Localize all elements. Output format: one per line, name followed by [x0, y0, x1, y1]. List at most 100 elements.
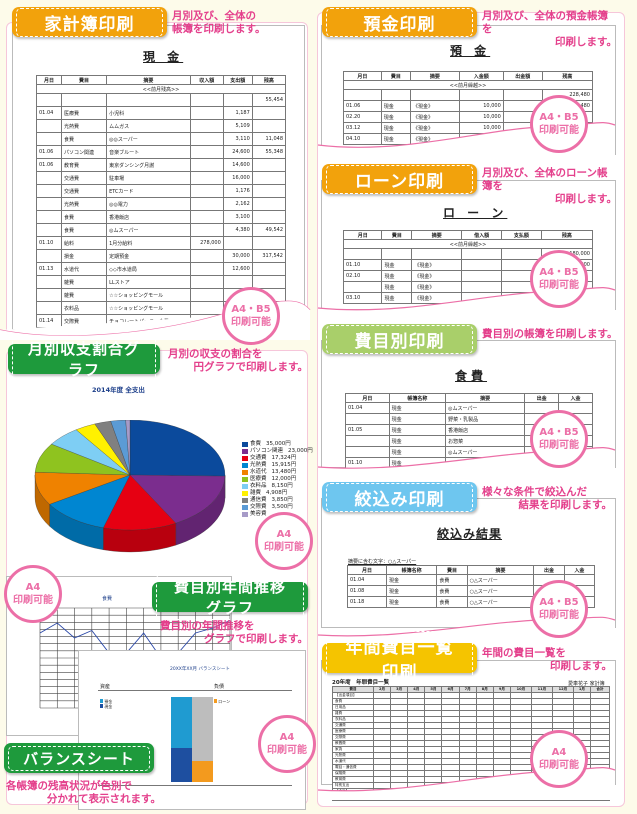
legend-item: 交際費 3,500円 — [242, 504, 313, 511]
kakeibo-title: 現 金 — [143, 50, 184, 64]
table-cell: 03.10 — [342, 292, 383, 304]
column-header: 摘要 — [411, 230, 463, 240]
balance-sheet: 20XX年XX月 バランスシート 資産 負債 預金 現金 ローン — [78, 650, 306, 810]
table-cell — [36, 171, 62, 185]
table-cell — [251, 171, 287, 185]
himoku-title: 食費 — [455, 369, 488, 383]
legend-swatch — [242, 512, 248, 517]
series-line — [39, 620, 231, 659]
table-cell — [222, 93, 253, 107]
column-header: 入金額 — [458, 71, 504, 81]
legend-swatch — [242, 463, 248, 468]
table-cell: 11,048 — [251, 132, 287, 146]
column-header: 費目 — [381, 230, 413, 240]
table-row: 雑費 LLストア — [36, 275, 287, 289]
legend-item: 美容費 — [242, 511, 313, 518]
table-cell — [411, 248, 463, 260]
table-row: 損金 定期預金 30,000 317,542 — [36, 249, 287, 263]
balance-bars — [171, 697, 213, 782]
assets-bar — [171, 697, 192, 782]
legend-swatch — [242, 442, 248, 447]
column-header: 出金 — [524, 393, 560, 403]
table-cell — [342, 248, 383, 260]
table-cell — [251, 184, 287, 198]
table-cell: 2,162 — [222, 197, 253, 211]
table-cell: 現金 — [381, 259, 413, 271]
column-header: 月日 — [342, 230, 383, 240]
table-row: 01.06 パソコン関連 音楽ブルート 24,600 55,348 — [36, 145, 287, 159]
loan-title: ロ ー ン — [443, 206, 508, 220]
column-header: 残高 — [540, 230, 594, 240]
table-cell: 30,000 — [222, 249, 253, 263]
pie-slice-パソコン関連 — [129, 474, 226, 524]
legend-item: 交通費 17,324円 — [242, 455, 313, 462]
balance-title: 20XX年XX月 バランスシート — [170, 667, 230, 672]
pie-graph-label: 月別収支割合グラフ — [8, 336, 160, 382]
line-desc: 費目別の年間推移を グラフで印刷します。 — [160, 620, 308, 645]
table-cell — [36, 197, 62, 211]
table-row: 55,454 — [36, 93, 287, 107]
table-cell: 食費 — [60, 210, 108, 224]
carry-row: <<前月繰越>> — [343, 80, 593, 90]
table-cell — [458, 89, 504, 101]
table-cell — [36, 223, 62, 237]
table-cell — [189, 210, 224, 224]
table-cell: 《現金》 — [411, 292, 463, 304]
legend-item: 医療費 12,000円 — [242, 476, 313, 483]
line-badge-top: A4 印刷可能 — [4, 565, 62, 623]
column-header: 支出額 — [222, 75, 253, 85]
table-cell: ◎◎電力 — [106, 197, 191, 211]
line-chart-title: 食費 — [102, 596, 113, 602]
table-row: 01.13 水道代 ◇◇市水道局 12,600 — [36, 262, 287, 276]
table-cell: 317,542 — [251, 249, 287, 263]
carry-row: <<前月残高>> — [36, 84, 286, 94]
table-cell — [461, 248, 502, 260]
column-header: 費目 — [436, 565, 468, 575]
table-cell — [380, 89, 412, 101]
legend-swatch — [242, 484, 248, 489]
liabilities-bar — [192, 697, 213, 782]
table-cell: 現金 — [381, 292, 413, 304]
table-cell — [343, 89, 382, 101]
pie-desc: 月別の収支の割合を 円グラフで印刷します。 — [168, 348, 308, 373]
pie-chart — [34, 420, 226, 553]
table-row: 01.04 現金 ◎ムスーパー — [345, 402, 593, 414]
column-header: 残高 — [541, 71, 594, 81]
table-cell: 3,100 — [222, 210, 253, 224]
column-header: 出金 — [533, 565, 565, 575]
nenkan-heading: 20年度 年間費目一覧 — [332, 680, 390, 686]
pie-chart-title: 2014年度 全支出 — [92, 386, 145, 394]
shibori-desc: 様々な条件で絞込んだ 結果を印刷します。 — [482, 486, 612, 511]
table-cell: 01.18 — [347, 596, 387, 608]
table-cell: ◇◇市水道局 — [106, 262, 191, 276]
table-cell: ◎ムスーパー — [106, 223, 191, 237]
kakeibo-desc: 月別及び、全体の 帳簿を印刷します。 — [172, 10, 266, 35]
legend-swatch — [242, 470, 248, 475]
table-cell — [222, 236, 253, 250]
table-cell: 食費 — [436, 596, 468, 608]
column-header: 出金額 — [502, 71, 543, 81]
table-cell — [36, 184, 62, 198]
table-cell: 現金 — [380, 133, 412, 145]
table-cell — [189, 223, 224, 237]
table-cell: 現金 — [388, 413, 447, 425]
header-row: 月日 費目 摘要 入金額 出金額 残高 — [343, 71, 594, 81]
table-cell: ○△スーパー — [466, 585, 535, 597]
legend-swatch — [242, 491, 248, 496]
table-cell: 現金 — [385, 574, 438, 586]
table-cell: 14,600 — [222, 158, 253, 172]
header-row: 月日 帳簿名称 摘要 出金 入金 — [345, 393, 593, 403]
column-header: 月日 — [345, 393, 390, 403]
column-header: 残高 — [251, 75, 287, 85]
table-cell — [251, 197, 287, 211]
yokin-desc: 月別及び、全体の預金帳簿を 印刷します。 — [482, 10, 617, 48]
table-cell: 野菜・乳製品 — [445, 413, 526, 425]
legend-item: パソコン関連 23,000円 — [242, 448, 313, 455]
yokin-badge: A4・B5 印刷可能 — [530, 95, 588, 153]
table-cell: 01.04 — [347, 574, 387, 586]
table-row: 光熱費 ◎◎電力 2,162 — [36, 197, 287, 211]
table-row: 食費 ◎ムスーパー 4,380 49,542 — [36, 223, 287, 237]
table-cell: 現金 — [385, 596, 438, 608]
table-cell: 交通費 — [60, 184, 108, 198]
pie-legend: 食費 35,000円 パソコン関連 23,000円 交通費 17,324円 光熱費 15,91… — [242, 441, 313, 518]
